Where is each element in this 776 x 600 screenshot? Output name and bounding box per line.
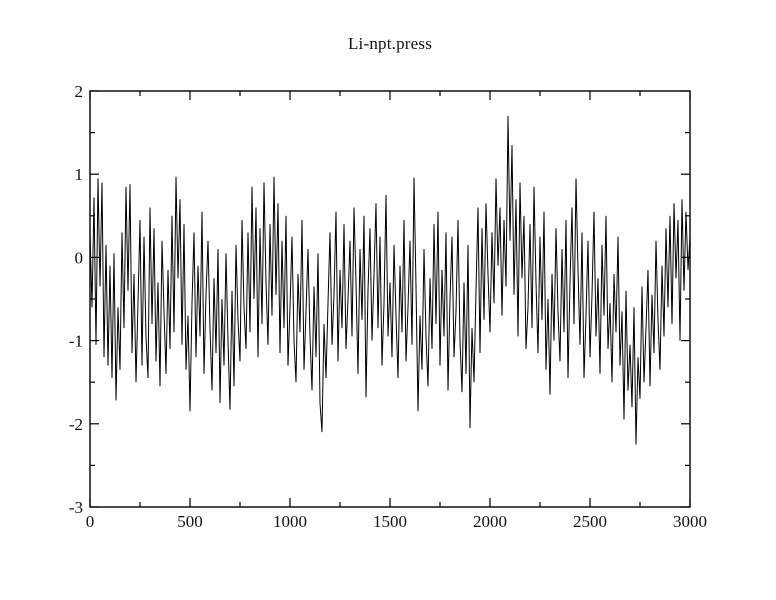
x-tick-label: 3000 xyxy=(673,512,707,531)
x-tick-label: 2000 xyxy=(473,512,507,531)
y-tick-label: 2 xyxy=(75,82,84,101)
chart-title: Li-npt.press xyxy=(347,34,433,53)
x-tick-label: 1500 xyxy=(373,512,407,531)
x-tick-label: 1000 xyxy=(273,512,307,531)
x-tick-label: 500 xyxy=(177,512,203,531)
y-tick-label: -1 xyxy=(69,332,83,351)
x-tick-label: 2500 xyxy=(573,512,607,531)
y-tick-label: -3 xyxy=(69,498,83,517)
y-tick-label: 0 xyxy=(75,248,84,267)
y-tick-label: 1 xyxy=(75,165,84,184)
y-tick-label: -2 xyxy=(69,415,83,434)
data-series-line xyxy=(89,115,691,445)
x-tick-label: 0 xyxy=(86,512,95,531)
